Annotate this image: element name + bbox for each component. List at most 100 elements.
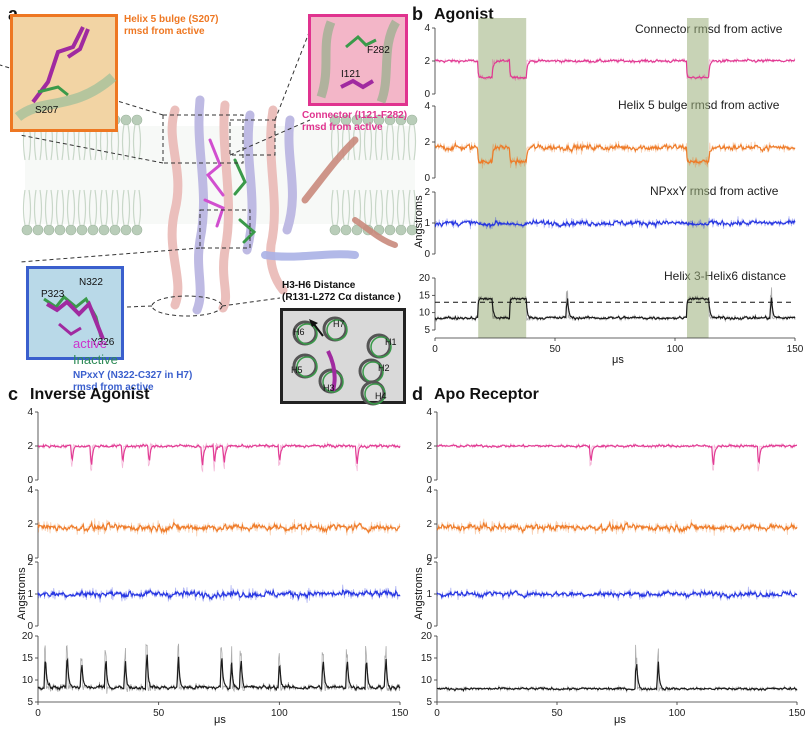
- inset-connector-subtitle: rmsd from active: [302, 122, 383, 133]
- trace-smoothed: [434, 58, 795, 80]
- y-tick-label: 2: [27, 557, 33, 568]
- x-tick-label: 0: [434, 708, 440, 719]
- panel-b-letter: b: [412, 4, 423, 24]
- y-tick-label: 2: [426, 441, 432, 452]
- y-tick-label: 2: [426, 557, 432, 568]
- lipid-head: [384, 224, 396, 236]
- highlight-band: [687, 18, 709, 338]
- inset-npxxy: P323 N322 Y326: [26, 266, 124, 360]
- y-tick-label: 20: [419, 273, 431, 284]
- lipid-tail: [363, 124, 373, 161]
- y-tick-label: 15: [421, 653, 433, 664]
- highlight-band: [478, 18, 527, 338]
- lipid-head: [43, 224, 55, 236]
- lipid-tail: [407, 124, 417, 161]
- y-tick-label: 4: [426, 485, 432, 496]
- trace-smoothed: [436, 443, 797, 465]
- trace-smoothed: [436, 521, 798, 534]
- lipid-head: [340, 114, 352, 126]
- lipid-tail: [407, 189, 417, 226]
- helix-cross-section-inactive: [364, 383, 386, 405]
- lipid-head: [21, 224, 33, 236]
- y-tick-label: 0: [426, 475, 432, 486]
- inset-helix5-bulge: S207: [10, 14, 118, 132]
- y-tick-label: 2: [424, 187, 430, 198]
- y-tick-label: 5: [27, 697, 33, 708]
- lipid-tail: [374, 124, 384, 161]
- lipid-head: [395, 114, 407, 126]
- y-tick-label: 2: [27, 519, 33, 530]
- inset-h3h6: H6 H7 H1 H5 H2 H3 H4: [280, 308, 406, 406]
- trace-raw: [436, 644, 798, 693]
- y-tick-label: 1: [426, 589, 432, 600]
- y-tick-label: 0: [27, 621, 33, 632]
- y-tick-label: 15: [22, 653, 34, 664]
- trace-smoothed: [434, 218, 796, 229]
- arrow-head-icon: [309, 319, 318, 327]
- inset-connector-title: Connector (I121-F282): [302, 110, 408, 121]
- panel-d-title: Apo Receptor: [434, 386, 539, 403]
- x-tick-label: 50: [153, 708, 165, 719]
- y-tick-label: 4: [27, 485, 33, 496]
- x-tick-label: 0: [432, 344, 438, 355]
- lipid-tail: [99, 189, 109, 226]
- membrane-protein-illustration: [0, 29, 418, 317]
- y-tick-label: 4: [27, 407, 33, 418]
- lipid-head: [373, 114, 385, 126]
- trace-smoothed: [37, 588, 401, 601]
- x-tick-label: 50: [551, 708, 563, 719]
- helix-cross-section-inactive: [296, 323, 318, 345]
- lipid-head: [98, 224, 110, 236]
- inset-h3h6-caption: H3-H6 Distance (R131-L272 Cα distance ): [282, 280, 401, 304]
- panel-c-letter: c: [8, 384, 19, 404]
- x-tick-label: 150: [787, 344, 804, 355]
- helix-label: H3: [323, 383, 335, 393]
- inset-npxxy-caption: NPxxY (N322-C327 in H7) rmsd from active: [73, 370, 192, 394]
- helix-cross-section-inactive: [370, 336, 392, 358]
- trace-smoothed: [436, 661, 798, 692]
- y-tick-label: 4: [424, 101, 430, 112]
- lipid-head: [329, 114, 341, 126]
- inset-npxxy-title: NPxxY (N322-C327 in H7): [73, 370, 193, 381]
- lipid-head: [131, 114, 143, 126]
- lipid-head: [384, 114, 396, 126]
- lipid-head: [32, 224, 44, 236]
- label-npxxy-rmsd: NPxxY rmsd from active: [650, 184, 779, 198]
- y-tick-label: 0: [424, 173, 430, 184]
- inset-connector-caption: Connector (I121-F282) rmsd from active: [302, 110, 407, 134]
- lipid-tail: [385, 124, 395, 161]
- x-tick-label: 100: [271, 708, 288, 719]
- y-tick-label: 0: [27, 553, 33, 564]
- lipid-tail: [396, 189, 406, 226]
- lipid-tail: [44, 189, 54, 226]
- y-tick-label: 2: [27, 441, 33, 452]
- lipid-head: [131, 224, 143, 236]
- y-tick-label: 15: [419, 290, 431, 301]
- trace-smoothed: [434, 296, 796, 321]
- trace-smoothed: [37, 654, 401, 692]
- helix-label: H4: [375, 391, 387, 401]
- x-tick-label: 0: [35, 708, 41, 719]
- y-tick-label: 4: [424, 23, 430, 34]
- lipid-head: [65, 224, 77, 236]
- lipid-tail: [88, 189, 98, 226]
- y-tick-label: 2: [424, 137, 430, 148]
- lipid-tail: [132, 124, 142, 161]
- y-tick-label: 10: [22, 675, 34, 686]
- lipid-tail: [110, 189, 120, 226]
- label-connector-rmsd: Connector rmsd from active: [635, 22, 783, 36]
- lipid-tail: [330, 189, 340, 226]
- helix-cross-section-inactive: [296, 356, 318, 378]
- helix-label: H1: [385, 337, 397, 347]
- trace-smoothed: [37, 520, 401, 534]
- lipid-head: [120, 114, 132, 126]
- lipid-head: [351, 114, 363, 126]
- lipid-head: [406, 114, 418, 126]
- x-tick-label: 100: [669, 708, 686, 719]
- helix-label: H7: [333, 319, 345, 329]
- lipid-head: [76, 224, 88, 236]
- y-tick-label: 2: [424, 56, 430, 67]
